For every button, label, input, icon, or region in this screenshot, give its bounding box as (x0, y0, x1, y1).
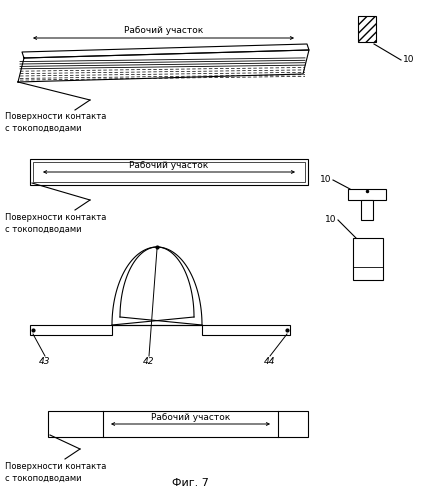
Text: Фиг. 7: Фиг. 7 (171, 478, 208, 488)
Bar (30, 159, 308, 185)
Text: Рабочий участок: Рабочий участок (129, 161, 209, 170)
Bar (348, 189, 386, 200)
Text: 10: 10 (325, 216, 336, 224)
Text: Рабочий участок: Рабочий участок (151, 413, 230, 422)
Bar (361, 200, 373, 220)
Bar (33, 162, 305, 182)
Text: Рабочий участок: Рабочий участок (124, 26, 203, 35)
Text: Поверхности контакта
с токоподводами: Поверхности контакта с токоподводами (5, 112, 106, 133)
Text: 10: 10 (319, 176, 331, 184)
Text: Поверхности контакта
с токоподводами: Поверхности контакта с токоподводами (5, 213, 106, 234)
Text: Поверхности контакта
с токоподводами: Поверхности контакта с токоподводами (5, 462, 106, 483)
Text: 42: 42 (143, 357, 155, 366)
Bar (358, 16, 376, 42)
Text: 10: 10 (403, 56, 414, 64)
Bar (353, 238, 383, 280)
Bar (48, 411, 308, 437)
Text: 43: 43 (39, 357, 51, 366)
Text: 44: 44 (264, 357, 276, 366)
Bar (30, 325, 112, 335)
Bar (202, 325, 290, 335)
